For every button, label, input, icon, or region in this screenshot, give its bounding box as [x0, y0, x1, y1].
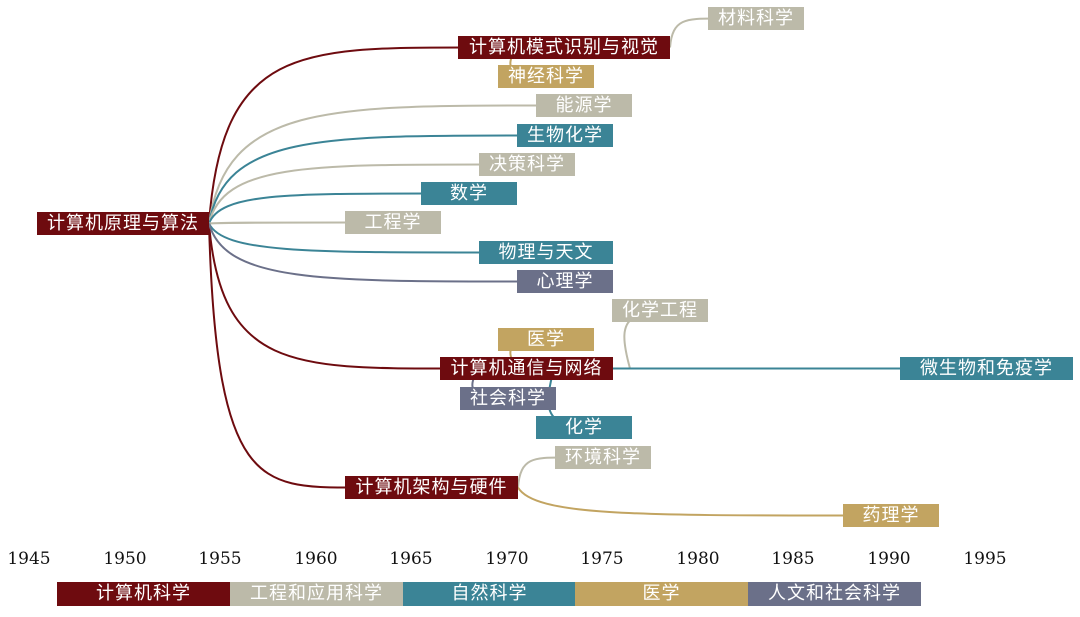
node-medicine: 医学 [498, 328, 594, 351]
node-decision-science: 决策科学 [479, 153, 575, 176]
year-tick: 1960 [294, 549, 338, 569]
node-communication-network: 计算机通信与网络 [440, 357, 613, 380]
node-materials-science: 材料科学 [708, 7, 804, 30]
node-computer-principles-algorithms: 计算机原理与算法 [37, 212, 209, 235]
legend-computer-science: 计算机科学 [57, 582, 230, 606]
edge-algo-vision [208, 46, 467, 224]
edge-algo-arch [208, 223, 354, 489]
node-psychology: 心理学 [517, 270, 613, 293]
node-chemical-engineering: 化学工程 [612, 299, 708, 322]
year-tick: 1995 [963, 549, 1007, 569]
year-tick: 1965 [389, 549, 433, 569]
year-tick: 1980 [676, 549, 720, 569]
year-tick: 1985 [771, 549, 815, 569]
node-physics-astronomy: 物理与天文 [479, 241, 613, 264]
legend-humanities-social-science: 人文和社会科学 [748, 582, 921, 606]
node-pharmacology: 药理学 [843, 504, 939, 527]
node-mathematics: 数学 [421, 182, 517, 205]
edge-arch-pharma [517, 486, 852, 517]
edge-algo-network [208, 223, 449, 370]
node-biochemistry: 生物化学 [517, 124, 613, 147]
node-chemistry: 化学 [536, 416, 632, 439]
edge-algo-decision [208, 163, 488, 224]
edge-algo-physics [208, 223, 488, 254]
node-engineering: 工程学 [345, 211, 441, 234]
edge-algo-biochem [208, 134, 526, 224]
legend-engineering-applied-science: 工程和应用科学 [230, 582, 403, 606]
year-tick: 1945 [7, 549, 51, 569]
edge-algo-psych [208, 223, 526, 283]
node-social-science: 社会科学 [460, 387, 556, 410]
edge-algo-math [208, 192, 430, 224]
edge-algo-engineering [208, 221, 354, 225]
node-energy: 能源学 [536, 94, 632, 117]
year-tick: 1970 [485, 549, 529, 569]
node-neuroscience: 神经科学 [498, 65, 594, 88]
node-microbiology-immunology: 微生物和免疫学 [900, 357, 1073, 380]
legend-natural-science: 自然科学 [403, 582, 576, 606]
legend-medicine: 医学 [575, 582, 748, 606]
node-architecture-hardware: 计算机架构与硬件 [345, 476, 518, 499]
node-pattern-recognition-vision: 计算机模式识别与视觉 [458, 36, 670, 59]
year-tick: 1990 [867, 549, 911, 569]
node-environmental-science: 环境科学 [555, 446, 651, 469]
year-tick: 1955 [198, 549, 242, 569]
year-tick: 1950 [103, 549, 147, 569]
year-tick: 1975 [580, 549, 624, 569]
edge-algo-energy [208, 104, 545, 224]
